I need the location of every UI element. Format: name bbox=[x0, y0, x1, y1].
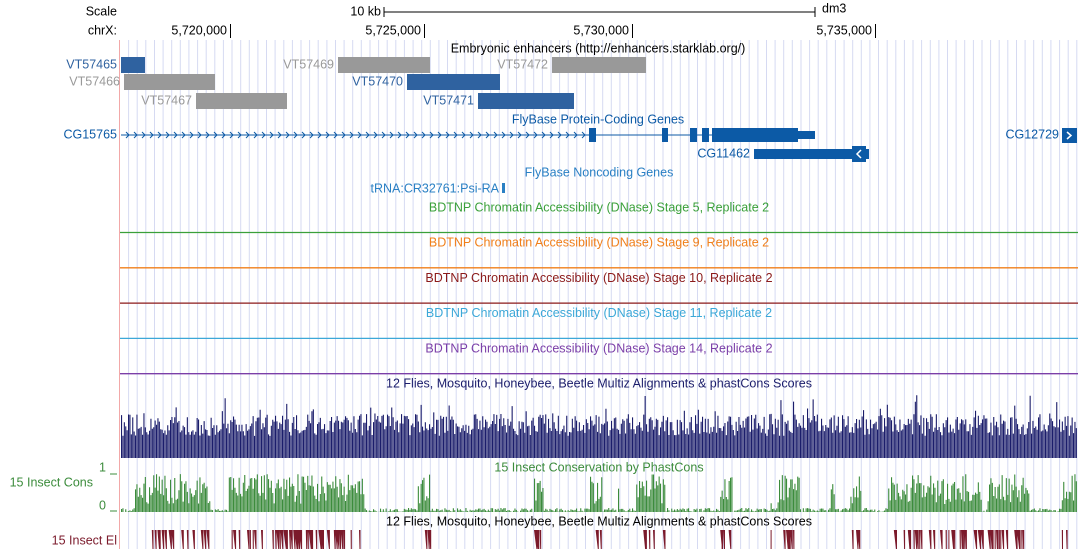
track-title: BDTNP Chromatin Accessibility (DNase) St… bbox=[425, 341, 772, 355]
track-title: BDTNP Chromatin Accessibility (DNase) St… bbox=[429, 200, 769, 214]
enhancer-label: VT57466 bbox=[69, 74, 120, 88]
track-title: BDTNP Chromatin Accessibility (DNase) St… bbox=[426, 306, 772, 320]
track-title: 12 Flies, Mosquito, Honeybee, Beetle Mul… bbox=[386, 514, 812, 528]
gene-exon bbox=[690, 128, 697, 142]
axis-ticks bbox=[110, 473, 117, 512]
enhancer-feature bbox=[338, 57, 430, 73]
track-title: 12 Flies, Mosquito, Honeybee, Beetle Mul… bbox=[386, 376, 812, 390]
gene-label: CG12729 bbox=[1005, 127, 1059, 141]
enhancer-label: VT57465 bbox=[66, 57, 117, 71]
enhancer-feature bbox=[478, 93, 574, 109]
strand-arrow bbox=[855, 149, 862, 159]
track-title: 15 Insect Conservation by PhastCons bbox=[494, 460, 703, 474]
gene-exon bbox=[712, 128, 798, 142]
enhancer-feature bbox=[552, 57, 646, 73]
track-title: FlyBase Noncoding Genes bbox=[525, 165, 674, 179]
scale-length: 10 kb bbox=[350, 4, 381, 18]
enhancer-label: VT57467 bbox=[141, 93, 192, 107]
ruler-tick-label: 5,720,000 bbox=[171, 23, 227, 37]
track-title: Embryonic enhancers (http://enhancers.st… bbox=[451, 41, 746, 55]
gene-utr bbox=[798, 131, 815, 139]
phastcons-signal bbox=[121, 474, 1077, 512]
track-title: BDTNP Chromatin Accessibility (DNase) St… bbox=[429, 236, 769, 250]
scale-label: Scale bbox=[86, 4, 117, 18]
gene-exon bbox=[662, 128, 668, 142]
enhancer-feature bbox=[124, 74, 215, 90]
gene-label: CG15765 bbox=[63, 127, 117, 141]
gene-label: CG11462 bbox=[697, 146, 750, 160]
conserved-elements bbox=[151, 530, 1068, 549]
enhancer-feature bbox=[196, 93, 287, 109]
side-label: 15 Insect El bbox=[52, 533, 117, 547]
side-label: 15 Insect Cons bbox=[10, 475, 93, 489]
axis-label: 1 bbox=[99, 460, 106, 474]
track-title: FlyBase Protein-Coding Genes bbox=[512, 112, 684, 126]
axis-label: 0 bbox=[99, 498, 106, 512]
track-title: BDTNP Chromatin Accessibility (DNase) St… bbox=[425, 271, 772, 285]
enhancer-label: VT57470 bbox=[352, 74, 403, 88]
ruler-label: chrX: bbox=[88, 23, 117, 37]
assembly: dm3 bbox=[822, 1, 846, 15]
enhancer-feature bbox=[407, 74, 500, 90]
gene-feature bbox=[502, 183, 505, 193]
grid-lines bbox=[128, 40, 1078, 549]
scale-bar bbox=[383, 7, 816, 17]
gene-label: tRNA:CR32761:Psi-RA bbox=[370, 181, 499, 195]
ruler-tick-label: 5,725,000 bbox=[365, 23, 421, 37]
enhancer-label: VT57472 bbox=[497, 57, 548, 71]
enhancer-label: VT57471 bbox=[423, 93, 474, 107]
gene-feature bbox=[852, 146, 866, 162]
gene-exon bbox=[589, 128, 596, 142]
gene-exon bbox=[702, 128, 709, 142]
gene-feature bbox=[1062, 128, 1077, 143]
ruler-tick-label: 5,735,000 bbox=[816, 23, 872, 37]
enhancer-label: VT57469 bbox=[283, 57, 334, 71]
gene-exon bbox=[754, 149, 852, 159]
ruler-tick-label: 5,730,000 bbox=[573, 23, 629, 37]
enhancer-feature bbox=[121, 57, 145, 73]
gene-utr bbox=[866, 149, 869, 159]
strand-arrow bbox=[1066, 131, 1073, 140]
multiz-signal bbox=[121, 395, 1077, 458]
intron-chevrons bbox=[125, 131, 586, 139]
